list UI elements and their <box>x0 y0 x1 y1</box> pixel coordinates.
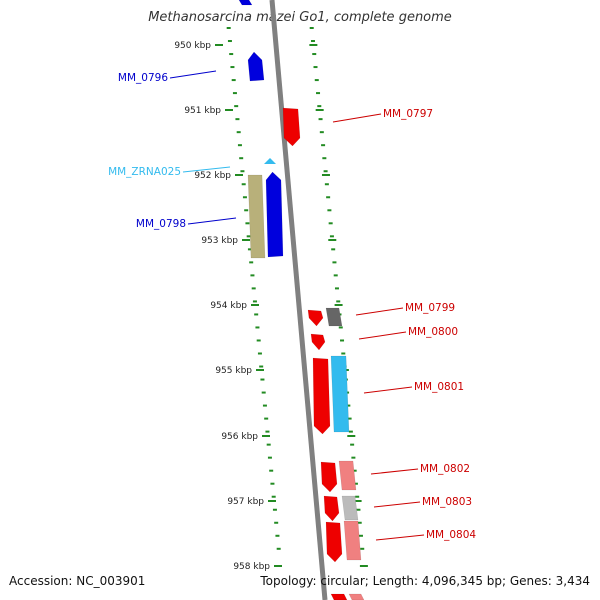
gene-feature-mm-zrna025[interactable] <box>264 158 276 164</box>
gene-label-mm-0797[interactable]: MM_0797 <box>383 108 433 120</box>
gene-label-mm-zrna025[interactable]: MM_ZRNA025 <box>108 166 181 178</box>
leader-line <box>355 307 404 316</box>
scale-label: 952 kbp <box>194 171 231 181</box>
leader-line <box>169 70 217 79</box>
gene-feature-mm-0803[interactable] <box>323 495 340 522</box>
scale-label: 956 kbp <box>221 432 258 442</box>
leader-line <box>187 217 237 225</box>
topology-text: Topology: circular; Length: 4,096,345 bp… <box>260 574 590 588</box>
scale-label: 950 kbp <box>174 41 211 51</box>
gene-feature-mm-0801[interactable] <box>312 357 331 435</box>
gene-feature[interactable] <box>330 355 350 433</box>
gene-feature[interactable] <box>247 174 266 259</box>
gene-feature-mm-0796[interactable] <box>247 51 265 82</box>
gene-label-mm-0796[interactable]: MM_0796 <box>118 72 168 84</box>
leader-line <box>363 386 413 394</box>
leader-line <box>370 468 419 475</box>
gene-label-mm-0799[interactable]: MM_0799 <box>405 302 455 314</box>
scale-label: 955 kbp <box>215 366 252 376</box>
gene-label-mm-0804[interactable]: MM_0804 <box>426 529 476 541</box>
scale-label: 953 kbp <box>201 236 238 246</box>
leader-line <box>373 501 421 508</box>
scale-label: 951 kbp <box>184 106 221 116</box>
gene-feature[interactable] <box>348 593 365 600</box>
gene-label-mm-0803[interactable]: MM_0803 <box>422 496 472 508</box>
scale-ticks-left: 950 kbp 951 kbp 952 kbp 953 kbp 954 kbp 955 k… <box>174 27 282 572</box>
gene-label-mm-0802[interactable]: MM_0802 <box>420 463 470 475</box>
scale-label: 958 kbp <box>233 562 270 572</box>
gene-feature-mm-0799[interactable] <box>307 309 324 327</box>
gene-feature-mm-0800[interactable] <box>310 333 326 351</box>
genome-backbone <box>269 0 328 600</box>
gene-feature-mm-0797[interactable] <box>282 107 301 147</box>
accession-text: Accession: NC_003901 <box>9 574 146 588</box>
gene-labels: MM_0796 MM_0797 MM_ZRNA025 MM_0798 MM_0799 MM… <box>108 70 476 541</box>
gene-label-mm-0801[interactable]: MM_0801 <box>414 381 464 393</box>
gene-feature-mm-0802[interactable] <box>320 461 338 493</box>
leader-line <box>332 113 382 123</box>
gene-feature[interactable] <box>341 495 359 521</box>
gene-feature[interactable] <box>338 460 357 491</box>
gene-feature[interactable] <box>238 0 253 6</box>
gene-label-mm-0798[interactable]: MM_0798 <box>136 218 186 230</box>
gene-feature[interactable] <box>325 307 343 327</box>
scale-label: 957 kbp <box>227 497 264 507</box>
leader-line <box>182 166 231 173</box>
leader-line <box>375 534 425 541</box>
gene-feature[interactable] <box>343 520 362 561</box>
map-title: Methanosarcina mazei Go1, complete genom… <box>148 10 452 25</box>
gene-features <box>238 0 365 600</box>
gene-feature-mm-0804[interactable] <box>325 521 343 563</box>
gene-label-mm-0800[interactable]: MM_0800 <box>408 326 458 338</box>
scale-ticks-right <box>309 27 368 567</box>
leader-line <box>358 331 407 340</box>
scale-label: 954 kbp <box>210 301 247 311</box>
gene-feature-mm-0798[interactable] <box>265 171 284 258</box>
gene-feature[interactable] <box>330 593 348 600</box>
